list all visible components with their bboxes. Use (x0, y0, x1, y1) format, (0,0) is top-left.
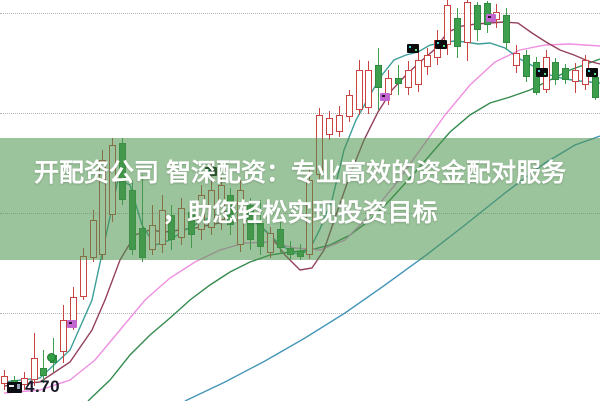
candle-body (414, 60, 422, 85)
signal-marker-black (586, 68, 598, 77)
candle-body (561, 68, 569, 80)
candle-body (79, 256, 87, 297)
candle-body (453, 18, 461, 47)
candle-wick (42, 350, 44, 383)
price-tag: 4.70 (7, 377, 60, 397)
signal-marker-black (536, 68, 548, 77)
grid-line (0, 313, 600, 314)
headline-line-1: 开配资公司 智深配资：专业高效的资金配对服务 (34, 159, 566, 187)
candle-body (374, 65, 382, 88)
signal-marker-purple (486, 14, 496, 22)
candle-body (345, 95, 353, 117)
price-tag-icon (7, 381, 22, 393)
signal-marker-green-dot (47, 353, 56, 362)
candle-body (502, 15, 510, 43)
headline-line-2: ，助您轻松实现投资目标 (162, 199, 438, 227)
candle-body (512, 53, 520, 66)
promo-overlay-band: 开配资公司 智深配资：专业高效的资金配对服务 ，助您轻松实现投资目标 (0, 138, 600, 260)
candle-body (423, 55, 431, 67)
candle-body (394, 78, 402, 84)
signal-marker-purple (67, 320, 77, 328)
signal-marker-black (435, 40, 447, 49)
candle-body (0, 376, 8, 384)
candle-body (59, 320, 67, 352)
candle-body (404, 70, 412, 88)
candle-body (463, 2, 471, 43)
candle-body (571, 70, 579, 82)
candle-body (473, 5, 481, 30)
candle-body (30, 358, 38, 380)
candle-body (551, 62, 559, 80)
candle-body (39, 368, 47, 376)
candle-body (364, 70, 372, 108)
candle-body (325, 118, 333, 135)
grid-line (0, 113, 600, 114)
candle-body (355, 70, 363, 110)
signal-marker-purple (380, 93, 390, 101)
price-label: 4.70 (25, 377, 61, 396)
candle-body (443, 5, 451, 45)
candle-body (591, 77, 599, 98)
candle-body (522, 55, 530, 77)
candle-body (532, 62, 540, 93)
signal-marker-black (407, 44, 419, 53)
candle-body (335, 115, 343, 132)
grid-line (0, 13, 600, 14)
